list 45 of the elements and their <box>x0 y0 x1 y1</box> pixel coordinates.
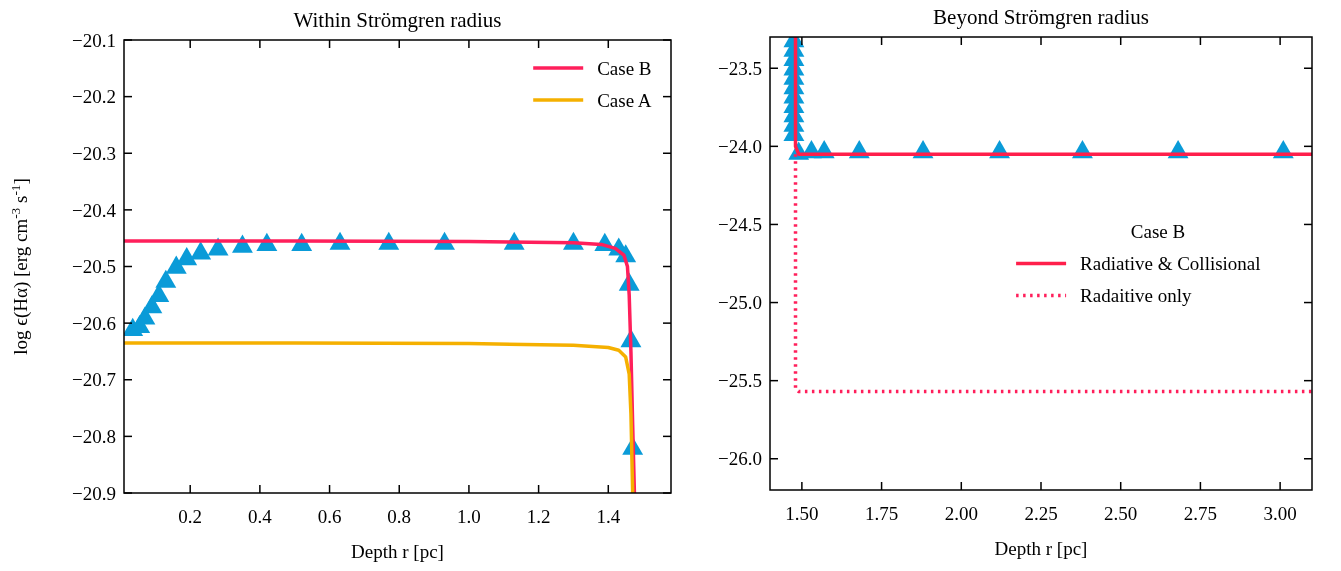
y-tick-label: −20.5 <box>72 256 116 278</box>
x-tick-label: 0.2 <box>178 506 203 527</box>
x-tick-label: 0.4 <box>248 506 273 527</box>
x-tick-label: 2.75 <box>1183 503 1218 524</box>
y-tick-label: −20.7 <box>72 369 116 391</box>
y-tick-label: −20.9 <box>72 482 116 504</box>
y-tick-label: −20.6 <box>72 312 116 334</box>
x-tick-label: 1.75 <box>864 503 899 524</box>
y-tick-label: −20.4 <box>72 199 117 221</box>
point <box>134 306 156 325</box>
y-tick-label: −20.2 <box>72 86 116 108</box>
point <box>155 269 177 288</box>
y-tick-label: −25.0 <box>718 292 762 314</box>
y-tick-label: −23.5 <box>718 57 762 79</box>
x-tick-label: 2.00 <box>944 503 978 524</box>
y-tick-label: −20.3 <box>72 142 116 164</box>
chart-title: Beyond Strömgren radius <box>933 5 1149 29</box>
x-tick-label: 1.50 <box>785 503 819 524</box>
legend-label: Radiative & Collisional <box>1080 253 1261 275</box>
point <box>165 255 187 274</box>
x-tick-label: 2.50 <box>1104 503 1138 524</box>
y-tick-label: −25.5 <box>718 370 762 392</box>
x-axis-title: Depth r [pc] <box>994 538 1088 559</box>
line-series <box>124 341 635 493</box>
legend-label: Case B <box>597 57 652 79</box>
y-tick-label: −24.5 <box>718 214 762 236</box>
legend-label: Case A <box>597 89 652 111</box>
x-axis-title: Depth r [pc] <box>351 541 444 562</box>
x-tick-label: 3.00 <box>1263 503 1297 524</box>
y-tick-label: −24.0 <box>718 135 762 157</box>
x-tick-label: 1.0 <box>457 506 481 527</box>
x-tick-label: 1.4 <box>596 506 621 527</box>
chart-title: Within Strömgren radius <box>293 8 502 32</box>
y-tick-label: −20.1 <box>72 29 116 51</box>
legend-label: Radaitive only <box>1080 285 1192 307</box>
point <box>176 247 198 266</box>
point <box>207 237 229 256</box>
legend-title: Case B <box>1130 221 1186 243</box>
x-tick-label: 2.25 <box>1024 503 1058 524</box>
y-tick-label: −20.8 <box>72 426 116 448</box>
y-tick-label: −26.0 <box>718 448 762 470</box>
x-tick-label: 1.2 <box>526 506 551 527</box>
point <box>190 241 212 260</box>
x-tick-label: 0.8 <box>387 506 412 527</box>
x-tick-label: 0.6 <box>317 506 342 527</box>
